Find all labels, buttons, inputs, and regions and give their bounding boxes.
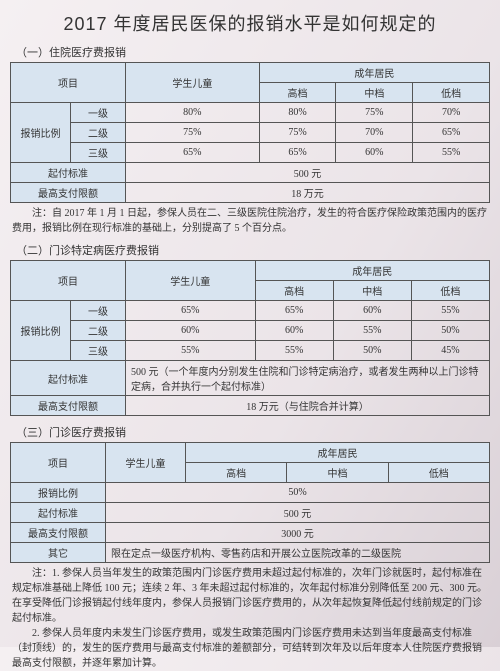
cell: 60%: [333, 301, 411, 321]
th-lo: 低档: [411, 281, 489, 301]
th-adult: 成年居民: [255, 261, 489, 281]
cell: 55%: [126, 341, 256, 361]
max-val: 3000 元: [106, 523, 490, 543]
level-cell: 一级: [71, 103, 126, 123]
cell: 80%: [259, 103, 336, 123]
cell: 50%: [411, 321, 489, 341]
max-label: 最高支付限额: [11, 183, 126, 203]
table-row: 最高支付限额 18 万元: [11, 183, 490, 203]
level-cell: 三级: [71, 143, 126, 163]
th-mid: 中档: [333, 281, 411, 301]
th-hi: 高档: [186, 463, 287, 483]
th-lo: 低档: [413, 83, 490, 103]
cell: 50%: [333, 341, 411, 361]
table-row: 二级 75% 75% 70% 65%: [11, 123, 490, 143]
table-row: 二级 60% 60% 55% 50%: [11, 321, 490, 341]
th-hi: 高档: [255, 281, 333, 301]
deductible-label: 起付标准: [11, 361, 126, 396]
table-row: 起付标准 500 元: [11, 163, 490, 183]
table-row: 最高支付限额 18 万元（与住院合并计算）: [11, 396, 490, 416]
max-val: 18 万元（与住院合并计算）: [126, 396, 490, 416]
cell: 55%: [411, 301, 489, 321]
table-row: 报销比例 一级 65% 65% 60% 55%: [11, 301, 490, 321]
table-section1: 项目 学生儿童 成年居民 高档 中档 低档 报销比例 一级 80% 80% 75…: [10, 62, 490, 203]
th-hi: 高档: [259, 83, 336, 103]
table-row: 起付标准 500 元: [11, 503, 490, 523]
ratio-label: 报销比例: [11, 103, 71, 163]
section2-label: （二）门诊特定病医疗费报销: [16, 242, 490, 258]
cell: 60%: [336, 143, 413, 163]
cell: 55%: [413, 143, 490, 163]
cell: 65%: [413, 123, 490, 143]
table-row: 报销比例 一级 80% 80% 75% 70%: [11, 103, 490, 123]
table-row: 起付标准 500 元（一个年度内分别发生住院和门诊特定病治疗，或者发生两种以上门…: [11, 361, 490, 396]
table-row: 其它 限在定点一级医疗机构、零售药店和开展公立医院改革的二级医院: [11, 543, 490, 563]
section3-label: （三）门诊医疗费报销: [16, 424, 490, 440]
table-row: 三级 55% 55% 50% 45%: [11, 341, 490, 361]
level-cell: 二级: [71, 321, 126, 341]
table-section2: 项目 学生儿童 成年居民 高档 中档 低档 报销比例 一级 65% 65% 60…: [10, 260, 490, 416]
level-cell: 二级: [71, 123, 126, 143]
level-cell: 一级: [71, 301, 126, 321]
cell: 70%: [336, 123, 413, 143]
th-mid: 中档: [287, 463, 388, 483]
section1-note: 注：自 2017 年 1 月 1 日起，参保人员在二、三级医院住院治疗，发生的符…: [12, 206, 488, 236]
note1: 注：1. 参保人员当年发生的政策范围内门诊医疗费用未超过起付标准的，次年门诊就医…: [12, 566, 488, 626]
table-row: 最高支付限额 3000 元: [11, 523, 490, 543]
deductible-label: 起付标准: [11, 503, 106, 523]
note2: 2. 参保人员年度内未发生门诊医疗费用，或发生政策范围内门诊医疗费用未达到当年度…: [12, 626, 488, 671]
cell: 70%: [413, 103, 490, 123]
ratio-val: 50%: [106, 483, 490, 503]
max-label: 最高支付限额: [11, 396, 126, 416]
ratio-label: 报销比例: [11, 301, 71, 361]
th-student: 学生儿童: [126, 63, 260, 103]
table-row: 三级 65% 65% 60% 55%: [11, 143, 490, 163]
table-section3: 项目 学生儿童 成年居民 高档 中档 低档 报销比例 50% 起付标准 500 …: [10, 442, 490, 563]
cell: 65%: [255, 301, 333, 321]
th-item: 项目: [11, 261, 126, 301]
cell: 80%: [126, 103, 260, 123]
th-lo: 低档: [388, 463, 489, 483]
cell: 65%: [126, 301, 256, 321]
other-val: 限在定点一级医疗机构、零售药店和开展公立医院改革的二级医院: [106, 543, 490, 563]
cell: 55%: [333, 321, 411, 341]
other-label: 其它: [11, 543, 106, 563]
ratio-label: 报销比例: [11, 483, 106, 503]
cell: 65%: [259, 143, 336, 163]
th-adult: 成年居民: [186, 443, 490, 463]
section3-notes: 注：1. 参保人员当年发生的政策范围内门诊医疗费用未超过起付标准的，次年门诊就医…: [12, 566, 488, 671]
th-item: 项目: [11, 443, 106, 483]
cell: 60%: [126, 321, 256, 341]
table-row: 报销比例 50%: [11, 483, 490, 503]
cell: 55%: [255, 341, 333, 361]
cell: 45%: [411, 341, 489, 361]
deductible-val: 500 元（一个年度内分别发生住院和门诊特定病治疗，或者发生两种以上门诊特定病，…: [126, 361, 490, 396]
max-val: 18 万元: [126, 183, 490, 203]
th-student: 学生儿童: [126, 261, 256, 301]
page-title: 2017 年度居民医保的报销水平是如何规定的: [10, 10, 490, 36]
deductible-val: 500 元: [106, 503, 490, 523]
th-mid: 中档: [336, 83, 413, 103]
deductible-label: 起付标准: [11, 163, 126, 183]
level-cell: 三级: [71, 341, 126, 361]
max-label: 最高支付限额: [11, 523, 106, 543]
cell: 60%: [255, 321, 333, 341]
cell: 75%: [259, 123, 336, 143]
th-student: 学生儿童: [106, 443, 186, 483]
section1-label: （一）住院医疗费报销: [16, 44, 490, 60]
th-adult: 成年居民: [259, 63, 489, 83]
cell: 75%: [126, 123, 260, 143]
th-item: 项目: [11, 63, 126, 103]
cell: 75%: [336, 103, 413, 123]
deductible-val: 500 元: [126, 163, 490, 183]
cell: 65%: [126, 143, 260, 163]
